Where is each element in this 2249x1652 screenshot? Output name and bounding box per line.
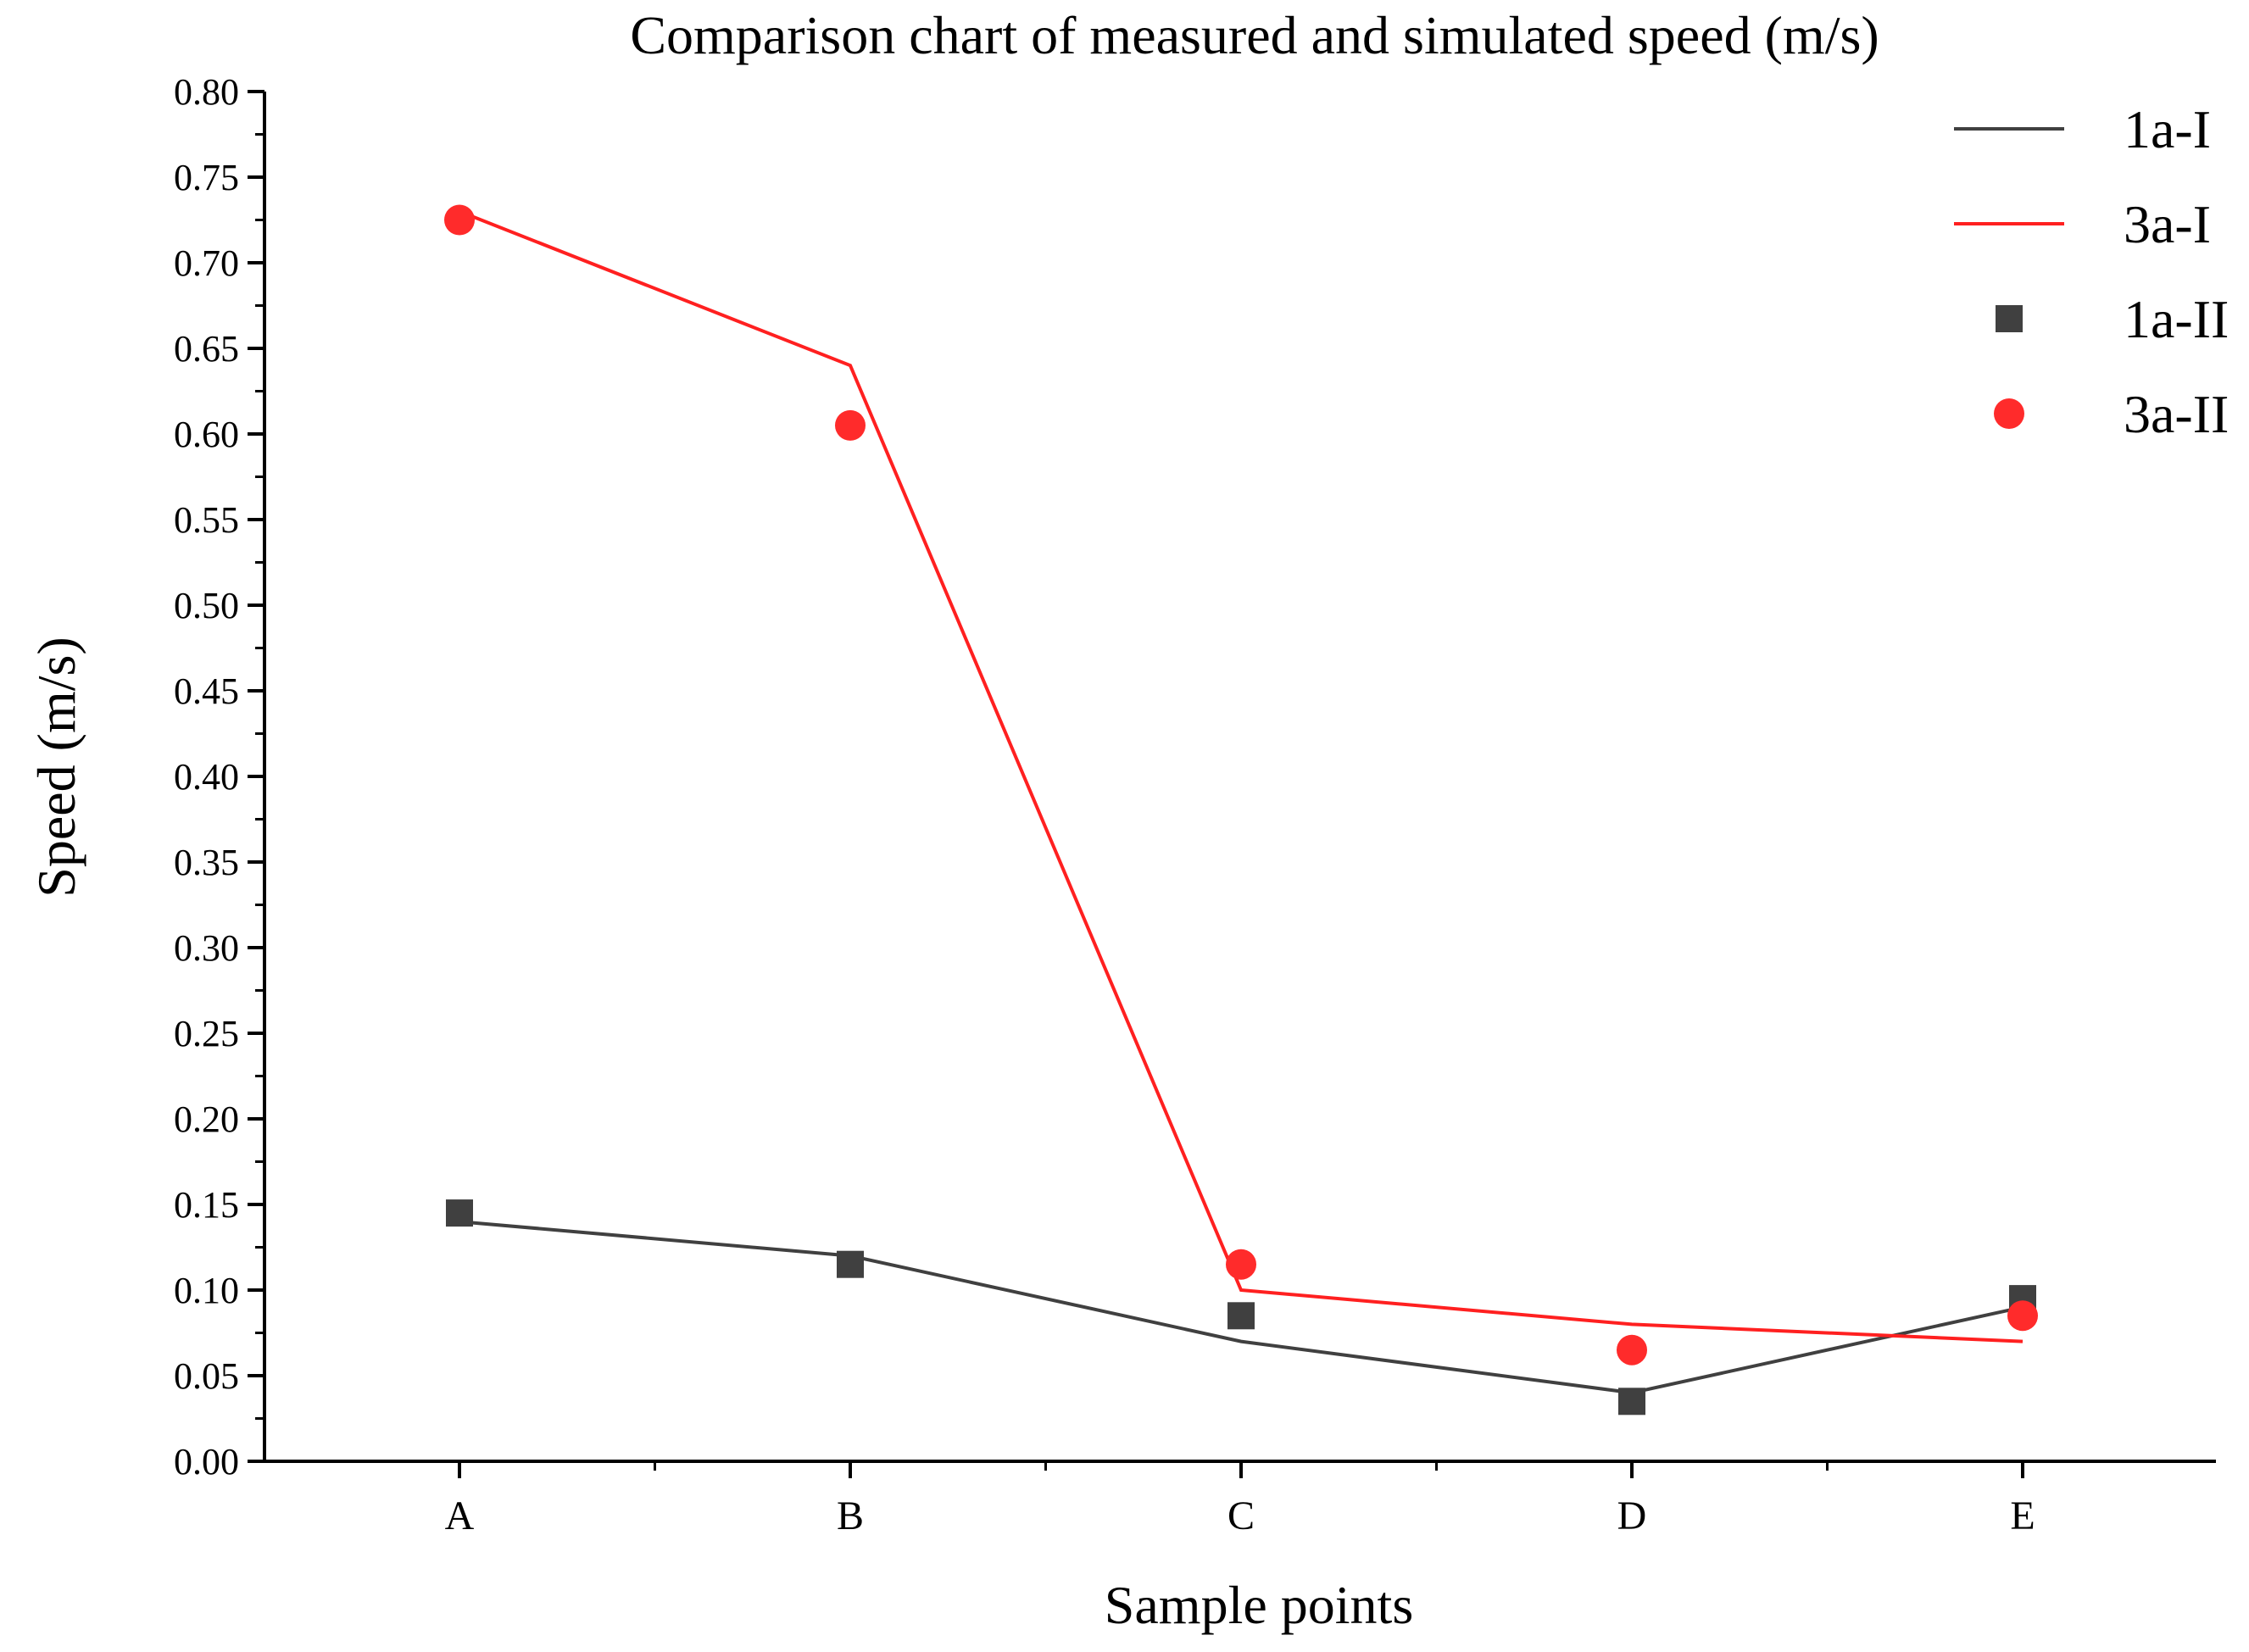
y-tick-label: 0.65 <box>174 328 239 370</box>
legend-marker-3a-II <box>1994 398 2024 429</box>
series-line-1a-I <box>459 1220 2024 1395</box>
legend: 1a-I 3a-I 1a-II 3a-II <box>1954 99 2229 444</box>
y-tick-label: 0.00 <box>174 1441 239 1482</box>
data-point-1a-II <box>837 1250 864 1278</box>
y-tick-label: 0.75 <box>174 157 239 198</box>
axes: 0.00 0.05 0.10 0.15 0.20 0.25 0.30 0.35 0.40 0.45… <box>174 71 2216 1538</box>
x-tick-label: A <box>445 1493 475 1538</box>
data-point-3a-II <box>1226 1249 1256 1280</box>
data-point-1a-II <box>1618 1388 1645 1416</box>
legend-label-1a-II: 1a-II <box>2124 289 2229 349</box>
data-point-3a-II <box>835 409 866 441</box>
legend-label-3a-I: 3a-I <box>2124 194 2211 254</box>
y-tick-label: 0.70 <box>174 242 239 284</box>
data-point-3a-II <box>1617 1334 1647 1366</box>
y-tick-label: 0.45 <box>174 670 239 712</box>
legend-marker-1a-II <box>1996 305 2023 332</box>
legend-label-1a-I: 1a-I <box>2124 99 2211 159</box>
y-tick-label: 0.05 <box>174 1355 239 1397</box>
x-tick-label: B <box>837 1493 864 1538</box>
y-tick-label: 0.10 <box>174 1270 239 1311</box>
legend-label-3a-II: 3a-II <box>2124 384 2229 444</box>
y-tick-label: 0.30 <box>174 927 239 969</box>
y-tick-label: 0.35 <box>174 842 239 883</box>
x-tick-label: E <box>2010 1493 2035 1538</box>
x-tick-label: C <box>1227 1493 1255 1538</box>
y-tick-label: 0.25 <box>174 1013 239 1054</box>
data-point-1a-II <box>1227 1302 1255 1330</box>
data-point-3a-II <box>2007 1300 2038 1332</box>
y-tick-label: 0.20 <box>174 1099 239 1140</box>
chart-title: Comparison chart of measured and simulat… <box>630 5 1879 65</box>
y-tick-label: 0.80 <box>174 71 239 113</box>
series-line-3a-I <box>459 209 2024 1343</box>
y-axis-label: Speed (m/s) <box>26 637 86 898</box>
y-tick-label: 0.50 <box>174 585 239 626</box>
data-point-3a-II <box>444 204 475 236</box>
x-axis-label: Sample points <box>1105 1575 1413 1635</box>
y-tick-label: 0.40 <box>174 756 239 798</box>
x-tick-label: D <box>1617 1493 1647 1538</box>
y-tick-label: 0.60 <box>174 414 239 455</box>
y-tick-label: 0.55 <box>174 499 239 541</box>
y-tick-label: 0.15 <box>174 1184 239 1226</box>
plot-area <box>444 204 2038 1416</box>
data-point-1a-II <box>446 1199 473 1227</box>
